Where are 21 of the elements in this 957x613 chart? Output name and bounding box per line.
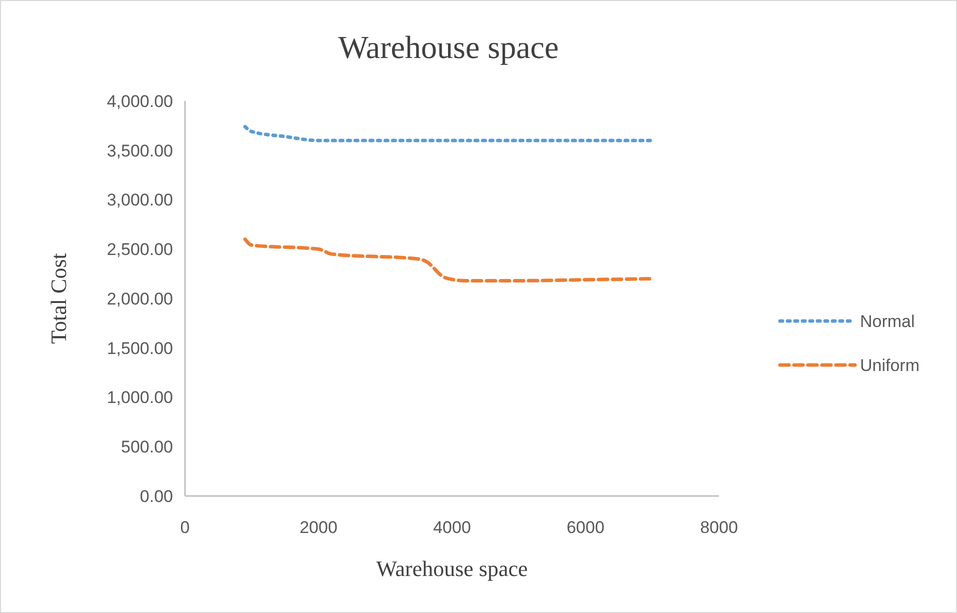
x-tick-label: 4000 <box>433 518 471 537</box>
line-series <box>243 124 654 142</box>
x-tick-label: 6000 <box>566 518 604 537</box>
y-axis-title: Total Cost <box>46 253 71 344</box>
y-tick-label: 500.00 <box>121 438 173 457</box>
x-tick-label: 2000 <box>300 518 338 537</box>
y-tick-label: 2,000.00 <box>106 289 173 308</box>
x-tick-label: 0 <box>180 518 190 537</box>
y-tick-label: 1,000.00 <box>106 388 173 408</box>
y-tick-label: 2,500.00 <box>106 240 173 260</box>
legend-label: Normal <box>860 312 915 331</box>
y-tick-label: 3,000.00 <box>106 190 173 210</box>
y-tick-label: 0.00 <box>140 486 173 506</box>
line-series <box>243 238 654 282</box>
chart-title: Warehouse space <box>338 29 559 65</box>
x-tick-label: 8000 <box>700 518 738 537</box>
x-axis-title: Warehouse space <box>376 556 528 581</box>
legend-label: Uniform <box>860 356 920 375</box>
y-tick-label: 3,500.00 <box>106 141 173 160</box>
y-tick-label: 4,000.00 <box>106 92 173 111</box>
y-tick-label: 1,500.00 <box>106 338 173 358</box>
